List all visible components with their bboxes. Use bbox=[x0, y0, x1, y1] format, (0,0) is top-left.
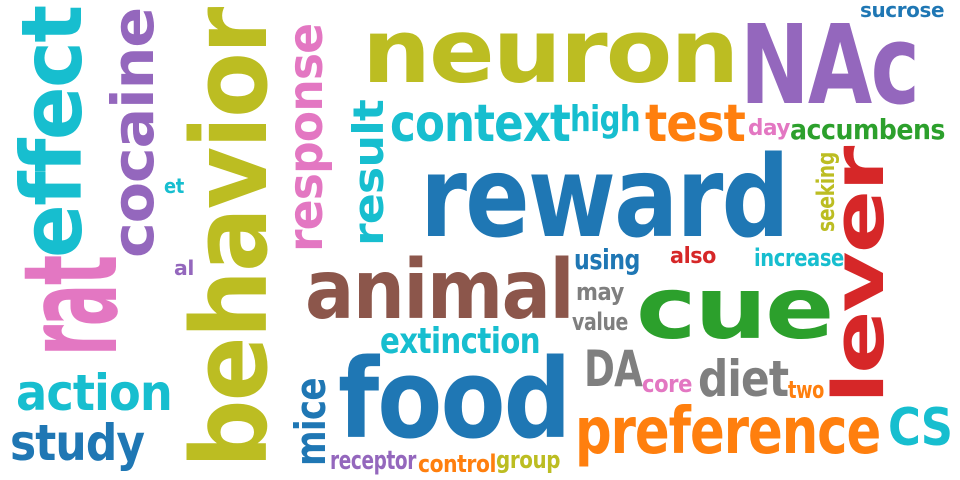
word-accumbens: accumbens bbox=[790, 113, 945, 146]
word-effect: effect bbox=[3, 6, 101, 258]
word-cs: CS bbox=[888, 398, 953, 458]
word-response: response bbox=[278, 23, 334, 252]
word-test: test bbox=[645, 94, 746, 154]
word-nac: NAc bbox=[740, 1, 920, 129]
word-two: two bbox=[788, 376, 824, 404]
word-sucrose: sucrose bbox=[860, 0, 945, 22]
word-context: context bbox=[390, 94, 571, 154]
word-reward: reward bbox=[420, 133, 790, 263]
word-receptor: receptor bbox=[330, 446, 416, 476]
word-group: group bbox=[496, 446, 561, 474]
word-may: may bbox=[576, 278, 624, 306]
word-also: also bbox=[670, 244, 717, 269]
word-core: core bbox=[642, 370, 693, 398]
word-food: food bbox=[338, 335, 571, 463]
word-animal: animal bbox=[305, 243, 575, 338]
word-mice: mice bbox=[286, 378, 335, 466]
word-neuron: neuron bbox=[362, 0, 739, 103]
word-action: action bbox=[16, 364, 173, 422]
word-cocaine: cocaine bbox=[99, 8, 167, 258]
word-control: control bbox=[418, 450, 497, 478]
word-al: al bbox=[174, 256, 194, 280]
word-result: result bbox=[344, 100, 393, 246]
word-extinction: extinction bbox=[380, 321, 541, 362]
word-using: using bbox=[574, 243, 640, 276]
word-et: et bbox=[164, 174, 184, 198]
word-high: high bbox=[570, 99, 641, 140]
word-seeking: seeking bbox=[812, 152, 840, 232]
word-value: value bbox=[572, 308, 628, 336]
word-preference: preference bbox=[575, 395, 881, 469]
word-study: study bbox=[10, 414, 145, 472]
word-behavior: behavior bbox=[169, 8, 291, 469]
word-day: day bbox=[748, 116, 791, 141]
word-diet: diet bbox=[698, 350, 789, 408]
word-cue: cue bbox=[636, 259, 834, 359]
word-rat: rat bbox=[0, 256, 147, 356]
word-da: DA bbox=[584, 340, 643, 398]
word-increase: increase bbox=[754, 244, 844, 272]
